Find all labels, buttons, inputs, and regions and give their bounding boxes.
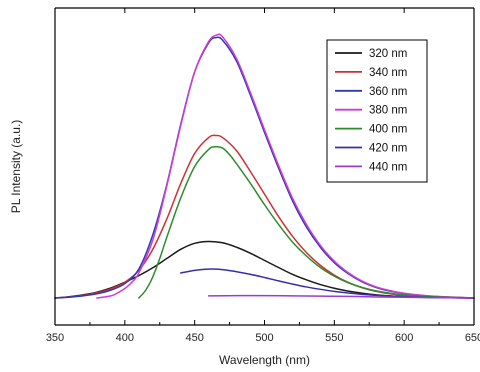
x-axis-label: Wavelength (nm) [219,353,310,367]
x-tick-label-600: 600 [395,332,413,344]
y-axis-label: PL Intensity (a.u.) [9,120,23,214]
legend-label-360-nm: 360 nm [369,86,407,98]
legend: 320 nm 340 nm 360 nm 380 nm 400 nm 420 nm 440 … [326,39,428,183]
series-line-420-nm [179,268,475,299]
legend-box [326,39,428,183]
series-line-320-nm [54,240,475,299]
x-tick-label-400: 400 [116,332,134,344]
legend-label-440-nm: 440 nm [369,161,407,173]
legend-label-420-nm: 420 nm [369,143,407,155]
legend-label-320-nm: 320 nm [369,48,407,60]
legend-label-340-nm: 340 nm [369,67,407,79]
x-tick-label-350: 350 [46,332,64,344]
series-line-440-nm [207,294,475,299]
legend-label-380-nm: 380 nm [369,105,407,117]
ticks-layer: 350 400 450 500 550 600 650 [46,8,480,344]
legend-label-400-nm: 400 nm [369,124,407,136]
series-line-400-nm [138,145,475,299]
x-tick-label-550: 550 [325,332,343,344]
x-tick-label-450: 450 [185,332,203,344]
series-line-380-nm [96,33,475,299]
series-layer [54,33,475,299]
x-tick-label-650: 650 [465,332,480,344]
x-tick-label-500: 500 [255,332,273,344]
